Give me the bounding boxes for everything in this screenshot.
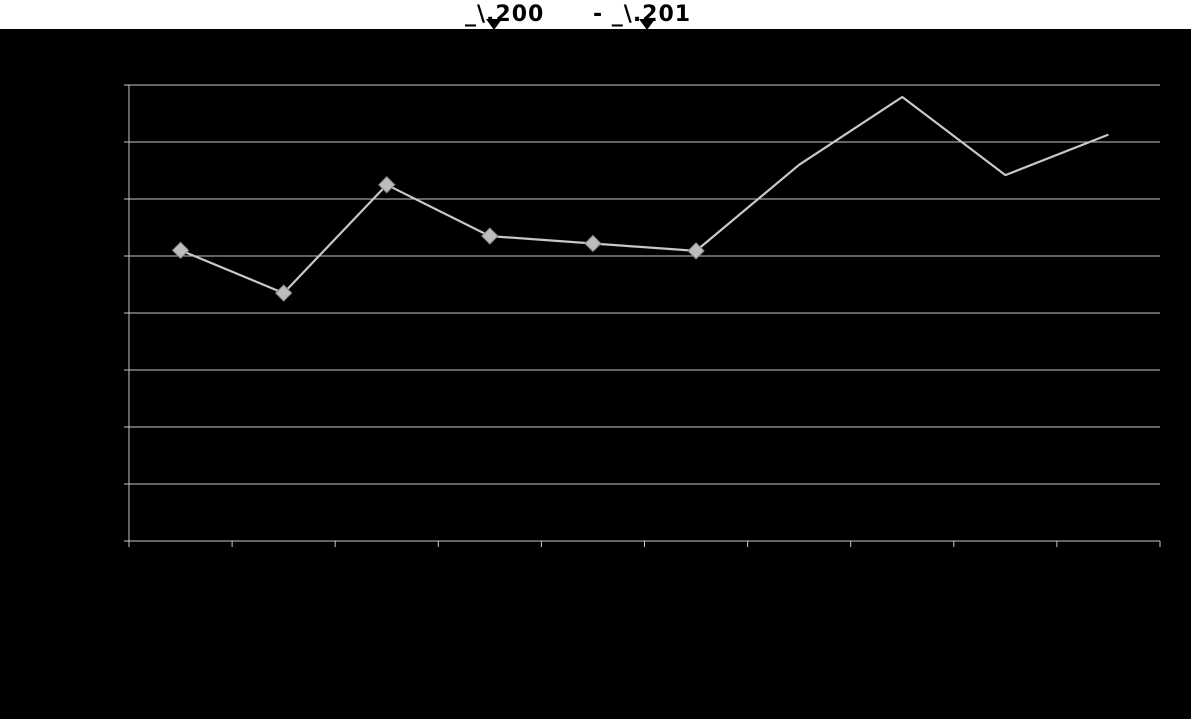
down-arrow-icon <box>639 19 655 30</box>
down-arrow-icon <box>486 19 502 30</box>
header-strip: _\.200 - _\.201 <box>0 0 1191 30</box>
grid-lines <box>129 84 1160 485</box>
series <box>171 95 1109 302</box>
data-point-marker <box>378 176 396 194</box>
series-line <box>180 95 1109 295</box>
data-point-marker <box>274 284 293 302</box>
axes <box>124 84 1161 547</box>
data-point-marker <box>171 241 190 260</box>
data-point-marker <box>584 234 602 253</box>
header-label-left: _\.200 <box>465 2 545 27</box>
data-point-marker <box>481 227 499 245</box>
data-point-marker <box>687 242 705 260</box>
